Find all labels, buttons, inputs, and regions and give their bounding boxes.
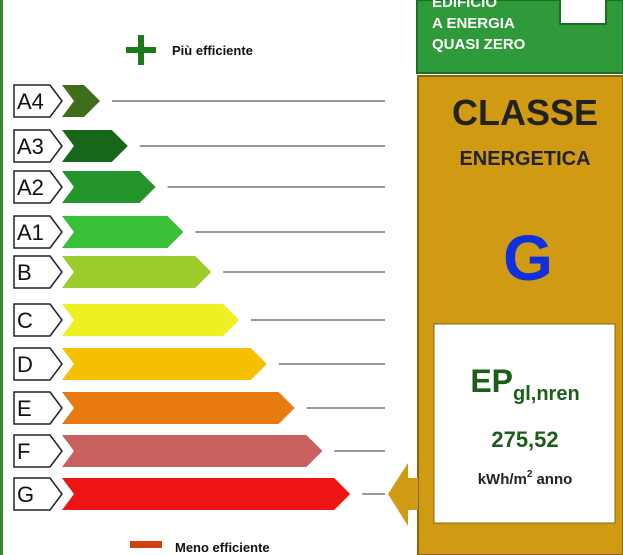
- pointer-arrow: [388, 463, 418, 526]
- left-border: [0, 0, 3, 555]
- class-arrow: [62, 478, 351, 510]
- nzeb-line: QUASI ZERO: [432, 36, 526, 53]
- class-arrow: [62, 256, 212, 288]
- class-arrow: [62, 85, 100, 117]
- ep-unit: kWh/m2 anno: [478, 469, 573, 488]
- class-label: C: [17, 308, 33, 333]
- class-label-box: [13, 347, 63, 381]
- class-label: A3: [17, 134, 44, 159]
- minus: [130, 541, 162, 548]
- class-arrow: [62, 171, 156, 203]
- nzeb-line: A ENERGIA: [432, 15, 515, 32]
- class-letter: G: [503, 222, 553, 294]
- class-label-box: [13, 391, 63, 425]
- top-label: Più efficiente: [172, 43, 253, 58]
- class-arrow: [62, 216, 184, 248]
- bottom-label: Meno efficiente: [175, 540, 270, 555]
- class-label: A1: [17, 220, 44, 245]
- panel-title: ENERGETICA: [459, 148, 590, 170]
- class-label: E: [17, 396, 32, 421]
- plus-v: [138, 35, 144, 65]
- nzeb-checkbox: [559, 0, 607, 25]
- class-arrow: [62, 392, 295, 424]
- class-label-box: [13, 303, 63, 337]
- class-arrow: [62, 348, 267, 380]
- class-arrow: [62, 304, 239, 336]
- class-label-box: [13, 477, 63, 511]
- class-label: A4: [17, 89, 44, 114]
- ep-box: [433, 323, 616, 524]
- class-label-box: [13, 434, 63, 468]
- class-label: G: [17, 482, 34, 507]
- class-label-box: [13, 215, 63, 249]
- class-label: A2: [17, 175, 44, 200]
- class-label: B: [17, 260, 32, 285]
- nzeb-line: EDIFICIO: [432, 0, 497, 11]
- class-label-box: [13, 129, 63, 163]
- class-label-box: [13, 255, 63, 289]
- class-label-box: [13, 170, 63, 204]
- panel-title: CLASSE: [452, 92, 598, 133]
- ep-value: 275,52: [491, 427, 558, 452]
- class-label: F: [17, 439, 30, 464]
- class-label-box: [13, 84, 63, 118]
- class-label: D: [17, 352, 33, 377]
- class-arrow: [62, 435, 323, 467]
- ep-label: EPgl,nren: [470, 363, 579, 405]
- class-arrow: [62, 130, 128, 162]
